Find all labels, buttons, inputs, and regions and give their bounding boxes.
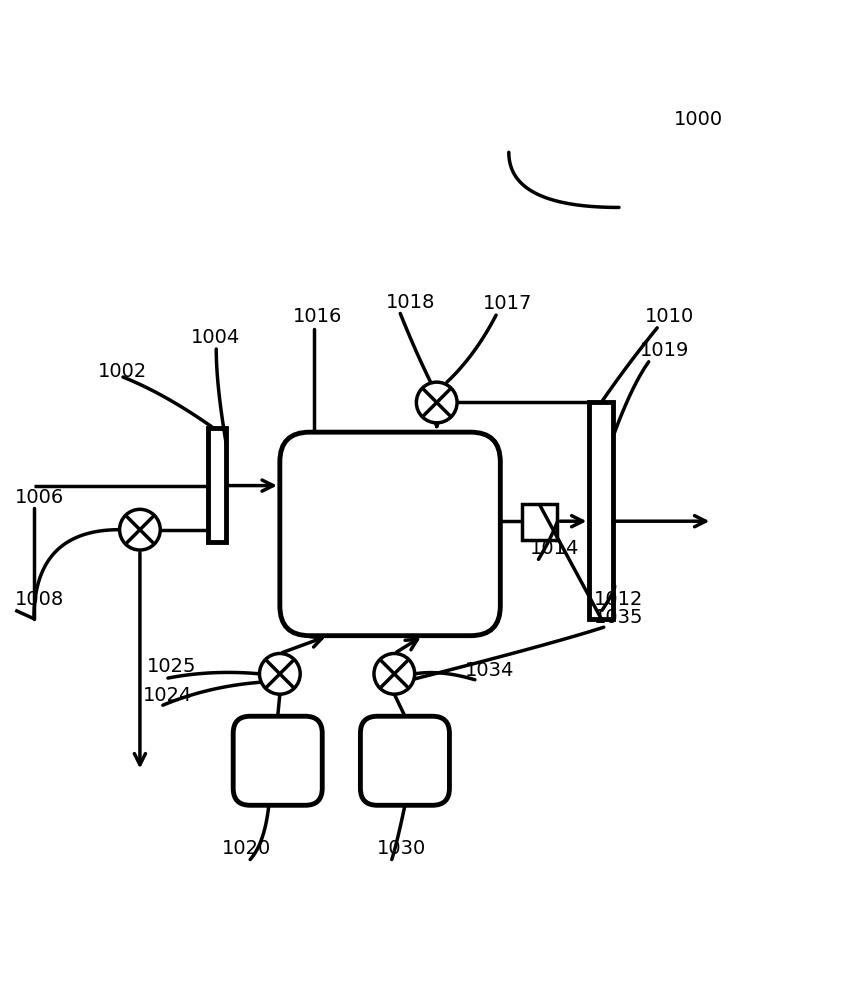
Text: 1034: 1034 [465, 661, 514, 680]
Circle shape [259, 653, 300, 694]
Text: 1006: 1006 [15, 488, 64, 507]
Text: 1000: 1000 [674, 110, 723, 129]
Circle shape [416, 382, 457, 423]
FancyBboxPatch shape [233, 716, 322, 805]
Text: 1016: 1016 [293, 307, 342, 326]
Text: 1024: 1024 [142, 686, 192, 705]
Text: 1012: 1012 [594, 590, 643, 609]
Text: 1004: 1004 [191, 328, 240, 347]
Circle shape [120, 509, 160, 550]
Text: 1020: 1020 [222, 839, 271, 858]
Bar [522, 504, 557, 540]
Text: 1017: 1017 [483, 294, 533, 313]
Text: 1030: 1030 [377, 839, 427, 858]
Text: 1002: 1002 [98, 362, 147, 381]
Text: 1018: 1018 [386, 293, 435, 312]
Text: 1008: 1008 [15, 590, 64, 609]
Text: 1019: 1019 [640, 341, 689, 360]
FancyBboxPatch shape [360, 716, 449, 805]
Bar [208, 428, 226, 542]
Circle shape [374, 653, 415, 694]
Text: 1014: 1014 [530, 539, 579, 558]
FancyBboxPatch shape [280, 432, 500, 636]
Text: 1035: 1035 [594, 608, 643, 627]
Text: 1025: 1025 [147, 657, 196, 676]
Bar [589, 402, 613, 619]
Text: 1010: 1010 [644, 307, 694, 326]
